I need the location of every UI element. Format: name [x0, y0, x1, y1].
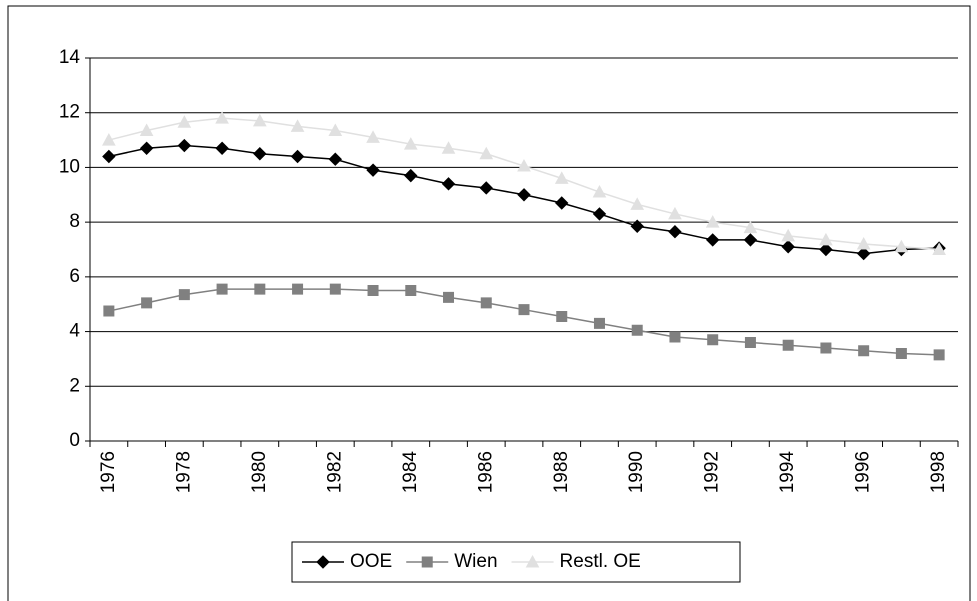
marker	[177, 115, 192, 128]
marker	[518, 304, 530, 316]
marker	[215, 111, 229, 124]
marker	[781, 228, 796, 242]
y-tick-label: 0	[69, 430, 80, 451]
marker	[102, 149, 116, 164]
marker	[479, 181, 493, 195]
marker	[669, 331, 681, 343]
marker	[366, 130, 380, 143]
marker	[479, 146, 494, 160]
marker	[405, 285, 417, 297]
y-tick-label: 14	[59, 47, 81, 68]
x-tick-label: 1994	[777, 451, 798, 494]
marker	[631, 324, 643, 336]
marker	[895, 347, 907, 359]
marker	[178, 289, 190, 301]
marker	[555, 196, 569, 210]
marker	[328, 123, 343, 136]
x-tick-label: 1980	[249, 451, 270, 493]
marker	[139, 123, 154, 136]
x-tick-label: 1990	[626, 451, 647, 493]
marker	[933, 349, 945, 361]
x-tick-label: 1992	[702, 451, 723, 493]
marker	[403, 137, 418, 150]
marker	[630, 219, 644, 233]
y-tick-label: 4	[69, 321, 80, 342]
legend-label: Wien	[454, 551, 497, 572]
marker	[316, 555, 330, 569]
marker	[858, 345, 870, 357]
marker	[367, 285, 379, 297]
marker	[820, 342, 832, 354]
marker	[743, 220, 758, 234]
y-tick-label: 2	[69, 375, 80, 396]
marker	[252, 113, 267, 127]
marker	[819, 232, 833, 246]
x-tick-label: 1996	[853, 451, 874, 493]
marker	[894, 239, 909, 253]
marker	[441, 141, 456, 154]
y-tick-label: 12	[59, 102, 80, 123]
marker	[253, 147, 267, 161]
x-tick-label: 1976	[98, 451, 119, 493]
y-tick-label: 8	[69, 211, 80, 232]
marker	[554, 171, 569, 184]
marker	[707, 334, 719, 346]
marker	[525, 554, 540, 568]
marker	[556, 311, 568, 323]
marker	[781, 240, 795, 254]
marker	[856, 236, 871, 250]
marker	[421, 556, 433, 568]
marker	[404, 168, 418, 183]
marker	[593, 317, 605, 329]
marker	[517, 159, 531, 172]
marker	[141, 297, 153, 309]
marker	[592, 207, 607, 221]
marker	[744, 337, 756, 349]
marker	[102, 133, 116, 146]
marker	[592, 185, 607, 198]
marker	[705, 215, 720, 228]
legend-label: Restl. OE	[560, 551, 641, 572]
marker	[290, 119, 305, 132]
marker	[366, 163, 380, 177]
marker	[254, 283, 266, 295]
marker	[328, 152, 343, 166]
x-tick-label: 1986	[475, 451, 496, 493]
marker	[103, 305, 115, 317]
x-tick-label: 1982	[324, 451, 345, 493]
legend-label: OOE	[350, 551, 392, 572]
marker	[480, 297, 492, 309]
marker	[139, 141, 154, 155]
marker	[517, 188, 531, 202]
marker	[932, 242, 946, 255]
marker	[290, 149, 305, 164]
x-tick-label: 1998	[928, 451, 949, 493]
legend: OOE Wien Restl. OE	[291, 541, 741, 583]
marker	[329, 283, 341, 295]
marker	[782, 339, 794, 351]
x-tick-label: 1978	[173, 451, 194, 493]
x-tick-label: 1988	[551, 451, 572, 493]
marker	[443, 291, 455, 303]
marker	[856, 246, 871, 261]
marker	[819, 242, 833, 257]
marker	[215, 141, 229, 155]
marker	[292, 283, 304, 295]
marker	[668, 225, 682, 239]
y-tick-label: 6	[69, 266, 80, 287]
marker	[668, 206, 682, 220]
marker	[441, 177, 456, 191]
x-tick-label: 1984	[400, 451, 421, 494]
marker	[630, 197, 645, 210]
marker	[216, 283, 228, 295]
marker	[177, 138, 192, 153]
marker	[743, 233, 758, 247]
marker	[705, 233, 720, 247]
y-tick-label: 10	[59, 156, 80, 177]
